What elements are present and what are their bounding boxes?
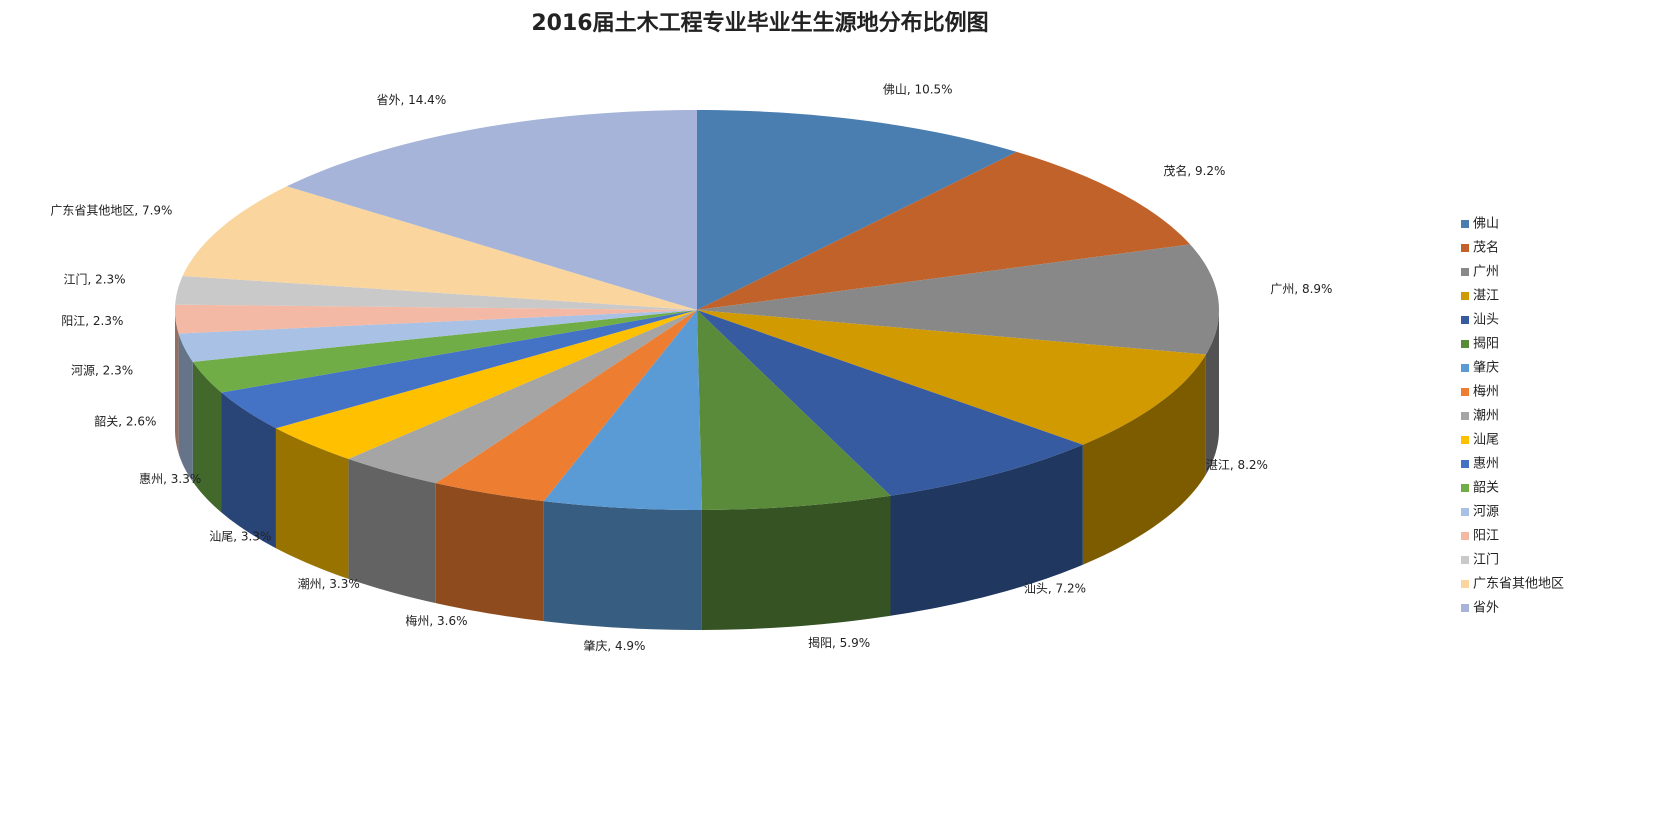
slice [178, 310, 697, 362]
data-label: 汕头, 7.2% [1024, 581, 1086, 595]
legend-swatch [1461, 604, 1469, 612]
slice [697, 310, 1206, 445]
legend-swatch [1461, 484, 1469, 492]
legend-swatch [1461, 508, 1469, 516]
slice [697, 151, 1191, 310]
slice [697, 310, 1083, 496]
slice [435, 310, 697, 502]
slice [275, 310, 697, 459]
slice-side [221, 392, 276, 549]
legend-label: 潮州 [1473, 409, 1499, 424]
legend-swatch [1461, 580, 1469, 588]
legend-swatch [1461, 316, 1469, 324]
slice-side [175, 310, 179, 454]
legend-label: 江门 [1473, 553, 1499, 568]
legend-label: 梅州 [1473, 385, 1499, 400]
legend-label: 省外 [1473, 601, 1499, 616]
data-label: 佛山, 10.5% [883, 83, 953, 97]
slice [697, 110, 1017, 310]
legend-swatch [1461, 556, 1469, 564]
legend-label: 韶关 [1473, 480, 1499, 496]
slice [221, 310, 697, 429]
legend-swatch [1461, 460, 1469, 468]
data-label: 汕尾, 3.3% [209, 529, 271, 543]
slice [348, 310, 697, 484]
slice [697, 310, 891, 510]
data-label: 广东省其他地区, 7.9% [50, 203, 172, 217]
slice-side [435, 483, 544, 622]
legend-swatch [1461, 244, 1469, 252]
legend-swatch [1461, 532, 1469, 540]
data-label: 阳江, 2.3% [61, 314, 123, 328]
slice-side [275, 428, 349, 579]
data-label: 省外, 14.4% [376, 93, 446, 107]
slice-side [890, 444, 1083, 616]
slice [697, 244, 1219, 355]
legend-label: 湛江 [1473, 289, 1499, 304]
data-label: 河源, 2.3% [71, 363, 133, 377]
legend-swatch [1461, 388, 1469, 396]
pie-sides [175, 310, 1219, 630]
legend-swatch [1461, 436, 1469, 444]
legend-swatch [1461, 364, 1469, 372]
legend-label: 茂名 [1473, 240, 1499, 256]
slice-side [1205, 310, 1219, 475]
legend-label: 阳江 [1473, 529, 1499, 544]
slice-side [701, 495, 891, 630]
legend-label: 肇庆 [1473, 361, 1499, 376]
slice [175, 304, 698, 334]
chart-title: 2016届土木工程专业毕业生生源地分布比例图 [531, 10, 988, 36]
slice-side [1082, 354, 1206, 565]
slice-side [348, 458, 436, 604]
slice [192, 310, 697, 393]
legend-label: 广东省其他地区 [1473, 577, 1564, 592]
data-labels: 佛山, 10.5% 茂名, 9.2% 广州, 8.9% 湛江, 8.2% 汕头, 7.2… [50, 83, 1332, 653]
data-label: 梅州, 3.6% [405, 613, 467, 628]
legend-swatch [1461, 412, 1469, 420]
pie-tops [175, 110, 1219, 510]
legend-label: 河源 [1473, 505, 1499, 520]
slice-side [543, 501, 702, 630]
data-label: 广州, 8.9% [1270, 282, 1332, 296]
legend-swatch [1461, 220, 1469, 228]
legend-label: 惠州 [1473, 457, 1499, 472]
slice [175, 275, 697, 310]
data-label: 江门, 2.3% [63, 271, 125, 286]
slice [182, 186, 698, 310]
legend-swatch [1461, 268, 1469, 276]
slice-side [178, 333, 193, 482]
data-label: 揭阳, 5.9% [808, 635, 870, 650]
data-label: 潮州, 3.3% [298, 576, 360, 591]
legend-label: 汕头 [1473, 313, 1499, 328]
legend-swatch [1461, 292, 1469, 300]
data-label: 惠州, 3.3% [139, 472, 201, 486]
legend-label: 汕尾 [1473, 433, 1499, 448]
slice-side [192, 361, 222, 513]
data-label: 肇庆, 4.9% [583, 638, 645, 653]
legend-label: 广州 [1473, 265, 1499, 280]
legend-label: 佛山 [1473, 217, 1499, 232]
slice [286, 110, 697, 310]
legend-label: 揭阳 [1473, 337, 1499, 352]
slice [543, 310, 702, 510]
data-label: 湛江, 8.2% [1206, 458, 1268, 472]
data-label: 茂名, 9.2% [1163, 163, 1225, 178]
legend-swatch [1461, 340, 1469, 348]
data-label: 韶关, 2.6% [94, 413, 156, 428]
